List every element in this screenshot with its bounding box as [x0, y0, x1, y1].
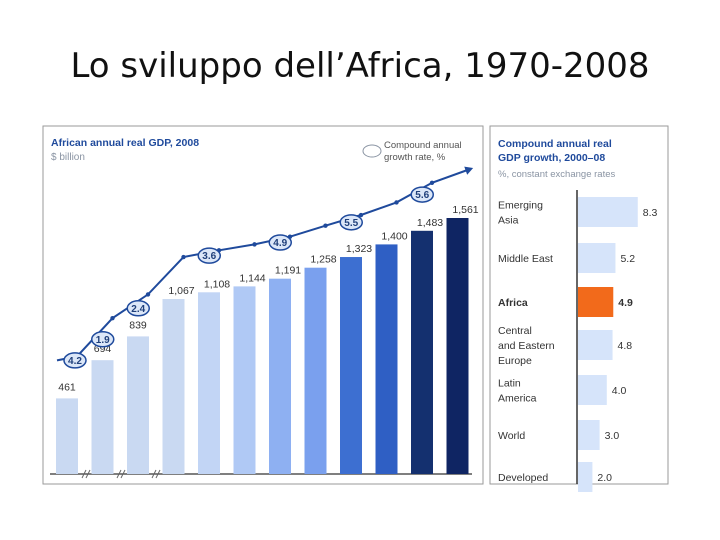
growth-bar: [578, 197, 638, 227]
growth-bar: [578, 287, 614, 317]
growth-rate-label: 3.6: [202, 251, 216, 262]
growth-rate-label: 5.6: [415, 190, 429, 201]
bar: [56, 398, 78, 474]
growth-bar: [578, 375, 607, 405]
chart-title: GDP growth, 2000–08: [498, 152, 605, 164]
bar-value-label: 1,323: [346, 243, 372, 255]
bar: [127, 336, 149, 474]
growth-value-label: 4.8: [618, 340, 633, 352]
growth-rate-label: 1.9: [96, 335, 110, 346]
growth-line-point: [394, 200, 399, 205]
axis-break: [81, 469, 87, 479]
bar-value-label: 1,191: [275, 265, 301, 277]
growth-rate-label: 4.9: [273, 238, 287, 249]
bar-value-label: 1,258: [310, 254, 336, 266]
growth-bar: [578, 243, 616, 273]
growth-line-point: [252, 242, 257, 247]
category-label: Developed: [498, 472, 548, 484]
bar: [340, 257, 362, 474]
bar-value-label: 1,483: [417, 217, 443, 229]
axis-break: [85, 469, 91, 479]
bar: [162, 299, 185, 474]
bar-value-label: 1,400: [381, 230, 407, 242]
chart-subtitle: $ billion: [51, 152, 85, 163]
left-chart-frame: [42, 125, 484, 485]
slide-title: Lo sviluppo dell’Africa, 1970-2008: [70, 46, 650, 86]
category-label: Europe: [498, 355, 532, 367]
legend-symbol: [362, 144, 382, 158]
growth-bar: [578, 420, 600, 450]
bar: [198, 292, 220, 474]
growth-rate-label: 5.5: [344, 218, 358, 229]
growth-value-label: 3.0: [605, 430, 620, 442]
growth-bar: [578, 462, 593, 492]
category-label: Latin: [498, 378, 521, 390]
growth-value-label: 5.2: [620, 253, 635, 265]
growth-rate-badge: [63, 352, 87, 369]
growth-line-point: [110, 315, 115, 321]
bar-value-label: 1,108: [204, 278, 230, 290]
growth-line-point: [358, 212, 364, 218]
growth-value-label: 4.9: [618, 297, 633, 309]
bar: [411, 230, 433, 474]
bar-value-label: 1,561: [452, 204, 478, 216]
axis-break: [151, 469, 157, 479]
growth-rate-badge: [197, 247, 221, 264]
bar: [233, 286, 256, 474]
legend-label: Compound annual: [384, 140, 462, 151]
bar: [446, 218, 469, 474]
growth-line-point: [145, 292, 151, 297]
chart-title: Compound annual real: [498, 138, 612, 150]
chart-subtitle: %, constant exchange rates: [498, 169, 615, 180]
category-label: Middle East: [498, 253, 553, 265]
bar: [375, 244, 398, 474]
category-label: Emerging: [498, 200, 543, 212]
growth-rate-badge: [410, 186, 434, 203]
growth-line-point: [429, 180, 435, 185]
growth-line-point: [181, 254, 186, 260]
growth-rate-badge: [339, 214, 363, 231]
bar-value-label: 461: [58, 381, 76, 393]
growth-rate-badge: [126, 300, 150, 317]
bar: [269, 278, 291, 474]
growth-rate-label: 4.2: [68, 356, 82, 367]
growth-value-label: 8.3: [643, 207, 658, 219]
axis-break: [116, 469, 122, 479]
chart-title: African annual real GDP, 2008: [51, 137, 199, 149]
growth-rate-badge: [91, 331, 115, 348]
growth-comparison-chart: Compound annual real GDP growth, 2000–08%…: [498, 138, 658, 492]
axis-break: [120, 469, 126, 479]
category-label: World: [498, 430, 525, 442]
bar-value-label: 1,067: [168, 285, 194, 297]
category-label: Central: [498, 325, 532, 337]
growth-line-point: [323, 223, 328, 228]
axis-break: [155, 469, 161, 479]
bar: [304, 267, 327, 474]
category-label: and Eastern: [498, 340, 555, 352]
growth-rate-label: 2.4: [131, 304, 145, 315]
gdp-bar-chart: African annual real GDP, 2008 $ billion Co…: [50, 137, 479, 479]
category-label: America: [498, 393, 537, 405]
category-label: Africa: [498, 297, 528, 309]
growth-value-label: 4.0: [612, 385, 627, 397]
growth-rate-badge: [268, 234, 292, 251]
growth-bar: [578, 330, 613, 360]
growth-line-point: [465, 167, 470, 173]
bar: [91, 360, 114, 474]
growth-value-label: 2.0: [597, 472, 612, 484]
bar-value-label: 1,144: [239, 272, 265, 284]
legend-label: growth rate, %: [384, 152, 446, 163]
category-label: Asia: [498, 215, 519, 227]
bar-value-label: 839: [129, 319, 147, 331]
